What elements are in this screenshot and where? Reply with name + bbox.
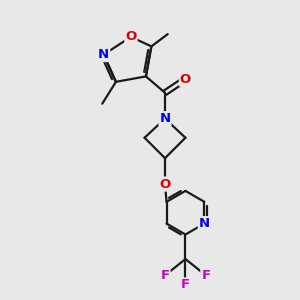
Text: N: N bbox=[98, 48, 109, 61]
Text: O: O bbox=[125, 30, 136, 44]
Text: O: O bbox=[180, 73, 191, 85]
Text: O: O bbox=[159, 178, 171, 190]
Text: F: F bbox=[160, 269, 169, 282]
Text: N: N bbox=[159, 112, 171, 125]
Text: F: F bbox=[201, 269, 211, 282]
Text: N: N bbox=[199, 217, 210, 230]
Text: F: F bbox=[181, 278, 190, 292]
